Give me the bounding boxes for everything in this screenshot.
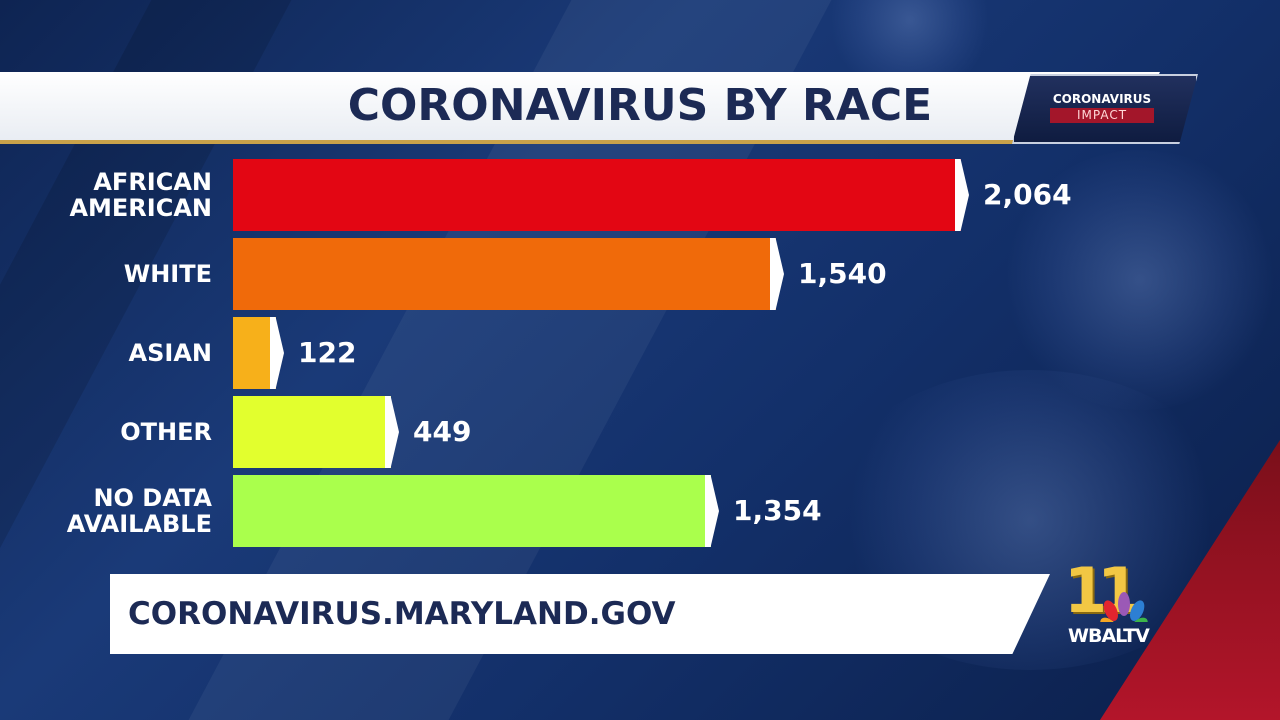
bar — [233, 475, 711, 547]
category-label: NO DATA AVAILABLE — [66, 484, 212, 538]
badge-title: CORONAVIRUS — [1052, 92, 1152, 106]
title-bar — [0, 72, 1160, 144]
value-label: 1,354 — [733, 494, 822, 527]
bar — [233, 159, 961, 231]
value-label: 122 — [298, 336, 357, 369]
category-label: ASIAN — [128, 339, 212, 367]
footer-url[interactable]: CORONAVIRUS.MARYLAND.GOV — [128, 596, 676, 632]
chart-title: CORONAVIRUS BY RACE — [347, 80, 933, 131]
bar-end-marker — [270, 317, 284, 389]
peacock-icon — [1100, 592, 1148, 622]
value-label: 449 — [413, 415, 472, 448]
badge-subtitle: IMPACT — [1050, 108, 1154, 123]
category-label: OTHER — [120, 418, 212, 446]
bar-end-marker — [705, 475, 719, 547]
bar — [233, 317, 276, 389]
station-logo-text: WBALTV — [1068, 625, 1150, 647]
virus-image — [1000, 150, 1280, 410]
value-label: 1,540 — [798, 257, 887, 290]
value-label: 2,064 — [983, 178, 1072, 211]
bar-end-marker — [770, 238, 784, 310]
footer-bar — [110, 574, 1050, 654]
category-label: AFRICAN AMERICAN — [69, 168, 212, 222]
category-label: WHITE — [123, 260, 212, 288]
bar — [233, 238, 776, 310]
bar-end-marker — [955, 159, 969, 231]
bar — [233, 396, 391, 468]
